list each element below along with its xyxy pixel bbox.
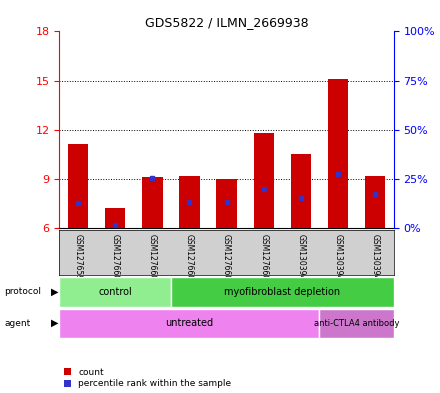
- Text: GSM1276600: GSM1276600: [110, 233, 120, 285]
- Text: GSM1303941: GSM1303941: [334, 233, 343, 285]
- Text: GSM1303940: GSM1303940: [297, 233, 305, 285]
- Text: protocol: protocol: [4, 287, 41, 296]
- Text: control: control: [98, 287, 132, 297]
- Bar: [59, 277, 171, 307]
- Text: GSM1276601: GSM1276601: [148, 233, 157, 285]
- Bar: [319, 309, 394, 338]
- Text: GSM1276603: GSM1276603: [222, 233, 231, 285]
- Text: agent: agent: [4, 319, 31, 328]
- Legend: count, percentile rank within the sample: count, percentile rank within the sample: [64, 368, 231, 389]
- Bar: [171, 277, 394, 307]
- Bar: [253, 133, 274, 228]
- Bar: [328, 79, 348, 228]
- Text: myofibroblast depletion: myofibroblast depletion: [224, 287, 341, 297]
- Text: GSM1276604: GSM1276604: [259, 233, 268, 285]
- Text: GSM1303942: GSM1303942: [371, 233, 380, 285]
- Text: GSM1276599: GSM1276599: [73, 233, 82, 285]
- Bar: [142, 177, 162, 228]
- Text: untreated: untreated: [165, 318, 213, 328]
- Bar: [68, 145, 88, 228]
- Text: ▶: ▶: [51, 287, 58, 297]
- Bar: [59, 309, 319, 338]
- Bar: [365, 176, 385, 228]
- Bar: [291, 154, 311, 228]
- Text: ▶: ▶: [51, 318, 58, 328]
- Text: GSM1276602: GSM1276602: [185, 233, 194, 285]
- Text: anti-CTLA4 antibody: anti-CTLA4 antibody: [314, 319, 400, 328]
- Bar: [105, 208, 125, 228]
- Bar: [216, 179, 237, 228]
- Title: GDS5822 / ILMN_2669938: GDS5822 / ILMN_2669938: [145, 16, 308, 29]
- Bar: [179, 176, 200, 228]
